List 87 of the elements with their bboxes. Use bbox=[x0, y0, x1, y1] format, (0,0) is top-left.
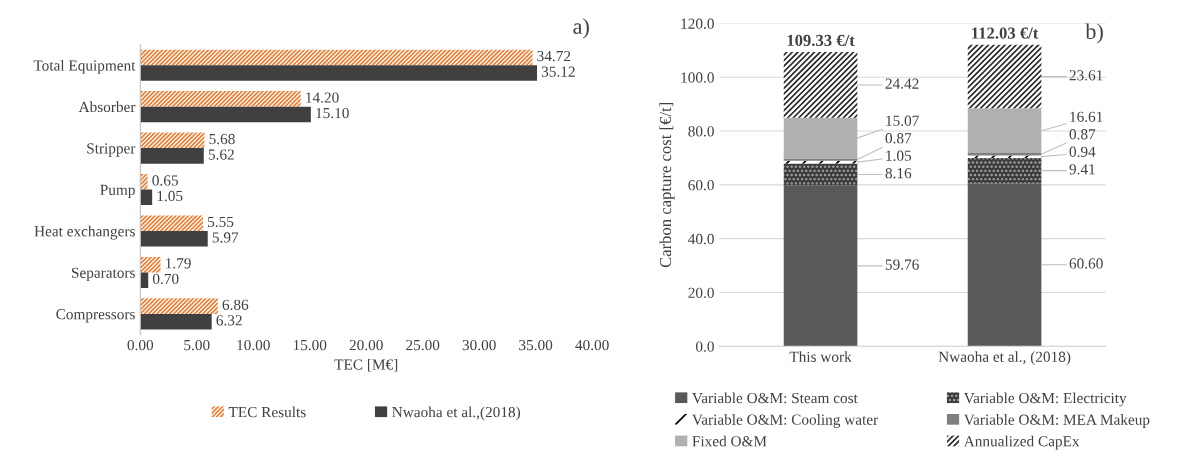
y-tick-label: Pump bbox=[100, 184, 135, 199]
bar bbox=[783, 52, 858, 118]
y-tick-label: Absorber bbox=[78, 101, 136, 113]
bar bbox=[140, 91, 301, 107]
data-label: 5.55 bbox=[208, 216, 234, 228]
data-label: 8.16 bbox=[885, 168, 912, 179]
y-tick-label: 20.0 bbox=[688, 287, 714, 299]
chart-title: b) bbox=[1085, 23, 1103, 44]
x-tick-label: 35.00 bbox=[519, 339, 553, 351]
data-label: 6.32 bbox=[216, 315, 242, 326]
bar bbox=[140, 230, 208, 247]
x-tick-label: This work bbox=[789, 351, 852, 362]
data-label: 0.87 bbox=[885, 133, 912, 144]
data-label: 14.20 bbox=[306, 92, 339, 103]
data-label: 1.05 bbox=[886, 150, 912, 161]
x-tick-label: 25.00 bbox=[406, 339, 440, 351]
y-tick-label: 100.0 bbox=[681, 72, 714, 83]
bar bbox=[140, 272, 149, 288]
data-label: 15.07 bbox=[886, 115, 919, 126]
legend-label: TEC Results bbox=[228, 406, 306, 418]
bar bbox=[140, 148, 204, 164]
y-tick-label: 0.0 bbox=[695, 341, 714, 352]
legend-label: Variable O&M: Electricity bbox=[963, 392, 1127, 407]
x-tick-label: Nwaoha et al., (2018) bbox=[938, 351, 1071, 366]
bar bbox=[783, 117, 858, 159]
y-tick-label: 80.0 bbox=[688, 126, 714, 137]
data-label: 0.94 bbox=[1069, 146, 1096, 157]
data-label: 35.12 bbox=[541, 66, 575, 77]
bar bbox=[140, 215, 203, 231]
legend-label: Variable O&M: MEA Makeup bbox=[963, 414, 1150, 428]
data-label: 6.86 bbox=[222, 299, 249, 311]
bar bbox=[140, 49, 533, 66]
data-label: 0.70 bbox=[152, 273, 179, 285]
bar bbox=[140, 256, 161, 273]
data-label: 60.60 bbox=[1069, 258, 1103, 269]
data-label: 5.62 bbox=[208, 149, 234, 160]
chart-title: a) bbox=[573, 18, 589, 39]
legend-label: Annualized CapEx bbox=[963, 435, 1080, 450]
total-label: 112.03 €/t bbox=[972, 27, 1039, 39]
bar bbox=[967, 108, 1042, 154]
y-tick-label: 40.0 bbox=[688, 233, 714, 245]
x-tick-label: 15.00 bbox=[293, 339, 327, 351]
data-label: 1.05 bbox=[157, 190, 183, 202]
y-tick-label: Separators bbox=[71, 267, 135, 281]
x-tick-label: 10.00 bbox=[237, 339, 270, 351]
x-tick-label: 40.00 bbox=[575, 339, 609, 351]
bar bbox=[783, 163, 858, 186]
data-label: 59.76 bbox=[885, 259, 919, 270]
bar bbox=[140, 174, 148, 190]
bar bbox=[140, 189, 153, 206]
legend-label: Variable O&M: Cooling water bbox=[692, 414, 879, 428]
legend-label: Fixed O&M bbox=[692, 435, 767, 447]
bar bbox=[967, 183, 1042, 347]
legend-label: Nwaoha et al.,(2018) bbox=[392, 406, 521, 421]
data-label: 5.97 bbox=[212, 232, 239, 243]
data-label: 24.42 bbox=[885, 78, 919, 89]
bar bbox=[140, 132, 205, 149]
x-tick-label: 5.00 bbox=[184, 339, 210, 351]
data-label: 9.41 bbox=[1069, 164, 1095, 175]
data-label: 23.61 bbox=[1069, 70, 1103, 81]
data-label: 16.61 bbox=[1070, 111, 1103, 122]
x-axis-title: TEC [M€] bbox=[334, 358, 398, 372]
data-label: 0.65 bbox=[152, 175, 178, 186]
data-label: 0.87 bbox=[1069, 129, 1096, 140]
x-tick-label: 20.00 bbox=[349, 339, 383, 351]
bar bbox=[140, 298, 218, 314]
y-tick-label: Heat exchangers bbox=[34, 225, 135, 240]
legend-label: Variable O&M: Steam cost bbox=[692, 392, 858, 404]
y-tick-label: 120.0 bbox=[681, 18, 714, 29]
bar bbox=[783, 185, 858, 347]
y-tick-label: Stripper bbox=[87, 143, 136, 157]
data-label: 15.10 bbox=[316, 107, 349, 119]
bar bbox=[140, 313, 212, 330]
data-label: 1.79 bbox=[166, 258, 191, 269]
data-label: 34.72 bbox=[537, 50, 571, 62]
y-tick-label: 60.0 bbox=[688, 180, 714, 191]
y-tick-label: Compressors bbox=[56, 309, 135, 323]
bar bbox=[967, 44, 1042, 109]
x-tick-label: 30.00 bbox=[462, 339, 496, 351]
total-label: 109.33 €/t bbox=[787, 34, 855, 47]
y-axis-title: Carbon capture cost [€/t] bbox=[659, 103, 675, 268]
bar bbox=[140, 65, 537, 81]
bar bbox=[140, 106, 311, 123]
x-tick-label: 0.00 bbox=[127, 339, 154, 351]
bar bbox=[967, 157, 1042, 184]
data-label: 5.68 bbox=[209, 133, 235, 145]
y-tick-label: Total Equipment bbox=[33, 59, 136, 74]
